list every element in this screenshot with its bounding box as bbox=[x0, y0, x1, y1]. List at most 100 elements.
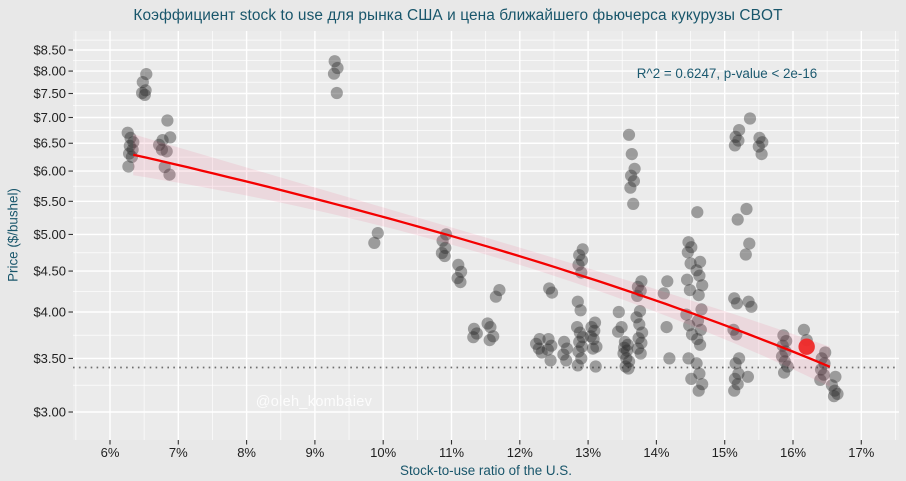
data-point bbox=[627, 197, 640, 210]
x-tick-label: 9% bbox=[306, 445, 325, 460]
data-point bbox=[631, 342, 645, 355]
data-point bbox=[439, 241, 452, 254]
data-point bbox=[623, 355, 636, 368]
data-point bbox=[589, 360, 602, 373]
data-point bbox=[732, 367, 745, 380]
data-point bbox=[778, 366, 791, 379]
data-point bbox=[328, 55, 341, 68]
data-point bbox=[781, 360, 794, 373]
x-tick-label: 15% bbox=[712, 445, 738, 460]
data-point bbox=[483, 334, 496, 347]
data-point bbox=[153, 138, 166, 151]
data-point bbox=[590, 340, 603, 353]
data-point bbox=[618, 335, 632, 348]
data-point bbox=[125, 150, 138, 163]
data-point bbox=[588, 316, 602, 329]
data-point bbox=[627, 175, 641, 188]
x-tick-label: 16% bbox=[780, 445, 806, 460]
data-point bbox=[733, 352, 746, 365]
data-point bbox=[620, 352, 633, 365]
data-point bbox=[685, 328, 699, 341]
data-point bbox=[575, 352, 588, 365]
data-point bbox=[619, 360, 632, 373]
data-point bbox=[126, 143, 139, 156]
data-point bbox=[612, 325, 625, 338]
data-point bbox=[586, 342, 600, 355]
data-point bbox=[584, 330, 597, 343]
data-point bbox=[588, 324, 601, 337]
y-tick-label: $7.00 bbox=[33, 110, 66, 125]
data-point bbox=[545, 286, 559, 299]
data-point bbox=[732, 134, 745, 147]
data-point bbox=[778, 355, 791, 368]
data-point bbox=[831, 387, 844, 400]
data-point bbox=[572, 258, 585, 271]
data-point bbox=[742, 295, 755, 308]
data-point bbox=[728, 139, 742, 152]
x-tick-label: 6% bbox=[101, 445, 120, 460]
grid-layer bbox=[73, 31, 899, 440]
data-point bbox=[481, 317, 494, 330]
data-point bbox=[541, 343, 554, 356]
data-point bbox=[470, 327, 483, 340]
data-point bbox=[558, 335, 571, 348]
data-point bbox=[661, 275, 674, 288]
data-point bbox=[829, 370, 842, 383]
x-tick-label: 17% bbox=[848, 445, 874, 460]
data-point bbox=[693, 367, 706, 380]
data-point bbox=[160, 145, 173, 158]
data-point bbox=[814, 373, 827, 386]
data-point bbox=[467, 322, 481, 335]
data-point bbox=[139, 84, 152, 97]
data-point bbox=[755, 148, 768, 161]
data-point bbox=[330, 86, 343, 100]
data-point bbox=[542, 333, 555, 346]
data-point bbox=[731, 213, 744, 226]
x-tick-label: 11% bbox=[439, 445, 464, 460]
x-tick-label: 14% bbox=[643, 445, 669, 460]
data-point bbox=[612, 305, 625, 319]
data-point bbox=[657, 287, 670, 300]
data-point bbox=[164, 131, 177, 144]
y-tick-label: $3.50 bbox=[33, 351, 66, 366]
highlight-point bbox=[798, 338, 815, 355]
data-point bbox=[780, 334, 793, 348]
data-point bbox=[695, 303, 708, 316]
data-point bbox=[625, 169, 638, 182]
data-point bbox=[575, 254, 589, 267]
data-point bbox=[571, 359, 584, 372]
data-point bbox=[739, 248, 752, 261]
data-point bbox=[368, 236, 381, 249]
data-point bbox=[683, 319, 696, 332]
data-point bbox=[682, 352, 695, 365]
stats-annotation: R^2 = 0.6247, p-value < 2e-16 bbox=[636, 66, 818, 81]
data-point bbox=[545, 339, 558, 352]
data-point bbox=[331, 61, 344, 75]
data-point bbox=[819, 346, 832, 359]
data-point bbox=[636, 326, 649, 339]
x-axis-title: Stock-to-use ratio of the U.S. bbox=[400, 463, 572, 478]
data-point bbox=[438, 249, 451, 263]
y-tick-label: $5.00 bbox=[33, 227, 66, 242]
data-point bbox=[158, 160, 171, 174]
data-point bbox=[827, 390, 841, 403]
data-point bbox=[729, 357, 742, 370]
data-point bbox=[797, 323, 811, 336]
data-point bbox=[573, 326, 587, 339]
data-point bbox=[743, 237, 756, 250]
data-point bbox=[814, 363, 828, 376]
data-point bbox=[327, 67, 341, 80]
data-point bbox=[571, 295, 584, 308]
data-point bbox=[576, 243, 589, 256]
data-point bbox=[123, 139, 136, 152]
data-point bbox=[587, 333, 600, 346]
data-point bbox=[690, 264, 703, 277]
data-point bbox=[633, 318, 646, 331]
data-point bbox=[140, 68, 153, 81]
data-point bbox=[729, 130, 742, 143]
data-point bbox=[121, 126, 134, 139]
data-point bbox=[122, 160, 135, 173]
data-point bbox=[635, 336, 648, 349]
chart-title: Коэффициент stock to use для рынка США и… bbox=[133, 7, 783, 24]
